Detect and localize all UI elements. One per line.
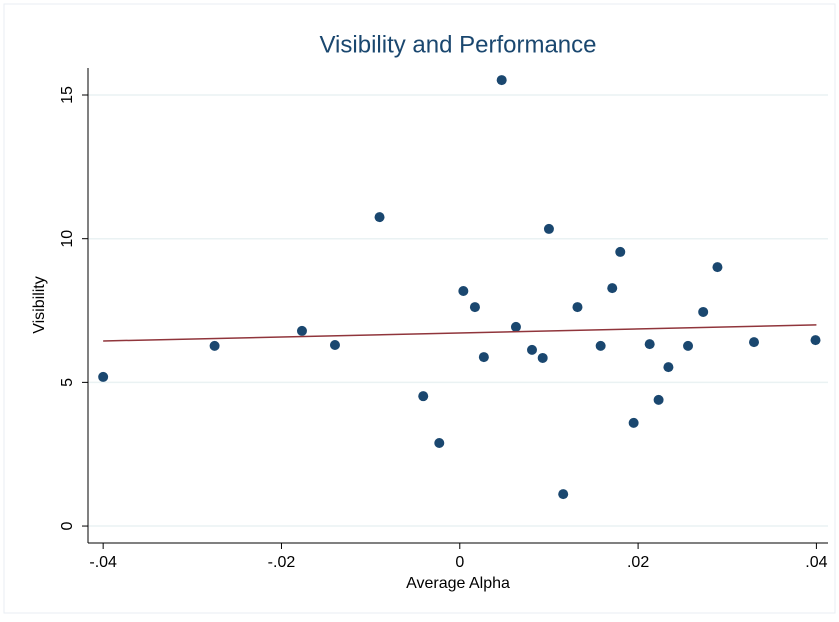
- chart-title: Visibility and Performance: [319, 31, 596, 58]
- point: [810, 335, 821, 346]
- point: [644, 339, 655, 350]
- point: [653, 394, 664, 405]
- x-tick-label: .02: [627, 554, 649, 571]
- point: [329, 340, 340, 351]
- point: [510, 321, 521, 332]
- point: [496, 75, 507, 86]
- point: [296, 325, 307, 336]
- point: [572, 302, 583, 313]
- frame: [3, 3, 836, 614]
- point: [595, 340, 606, 351]
- point: [712, 262, 723, 273]
- point: [683, 340, 694, 351]
- point: [469, 302, 480, 313]
- x-tick-label: .04: [805, 554, 827, 571]
- y-tick-label: 5: [59, 378, 76, 387]
- y-tick-label: 15: [59, 86, 76, 104]
- fit-line: [103, 324, 817, 342]
- x-tick-label: -.02: [268, 554, 296, 571]
- point: [543, 223, 554, 234]
- y-tick-label: 10: [59, 230, 76, 248]
- point: [663, 362, 674, 373]
- point: [628, 417, 639, 428]
- point: [607, 283, 618, 294]
- point: [98, 371, 109, 382]
- point: [527, 344, 537, 355]
- point: [418, 391, 429, 402]
- x-axis-label: Average Alpha: [406, 575, 510, 592]
- point: [558, 489, 569, 500]
- point: [374, 212, 385, 223]
- y-axis-label: Visibility: [31, 276, 48, 334]
- point: [698, 306, 709, 317]
- point: [537, 352, 548, 363]
- point: [434, 438, 445, 448]
- y-tick-label: 0: [59, 521, 76, 530]
- point: [209, 340, 220, 351]
- point: [615, 246, 626, 257]
- point: [749, 337, 759, 348]
- x-tick-label: -.04: [89, 554, 117, 571]
- point: [458, 285, 469, 296]
- x-tick-label: 0: [455, 554, 464, 571]
- point: [478, 352, 489, 363]
